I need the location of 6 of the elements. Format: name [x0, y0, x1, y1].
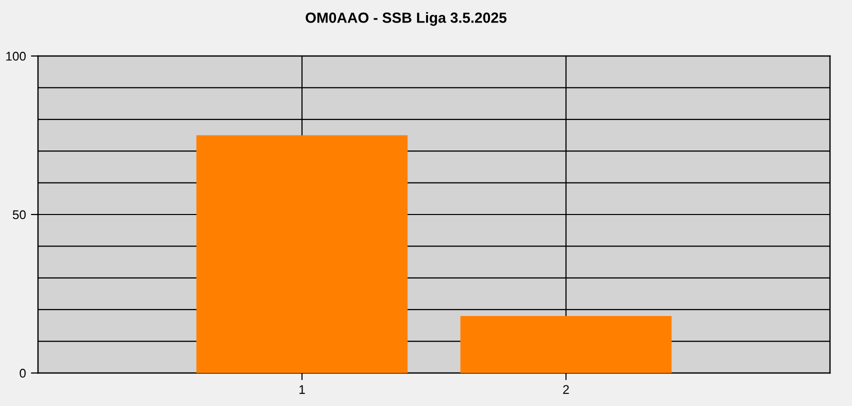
chart-title: OM0AAO - SSB Liga 3.5.2025	[306, 12, 506, 26]
x-tick-label: 1	[299, 385, 305, 394]
x-tick-label: 2	[563, 385, 569, 394]
y-tick-label: 100	[6, 52, 26, 61]
y-tick-label: 0	[20, 368, 26, 378]
y-tick-label: 50	[12, 210, 26, 220]
